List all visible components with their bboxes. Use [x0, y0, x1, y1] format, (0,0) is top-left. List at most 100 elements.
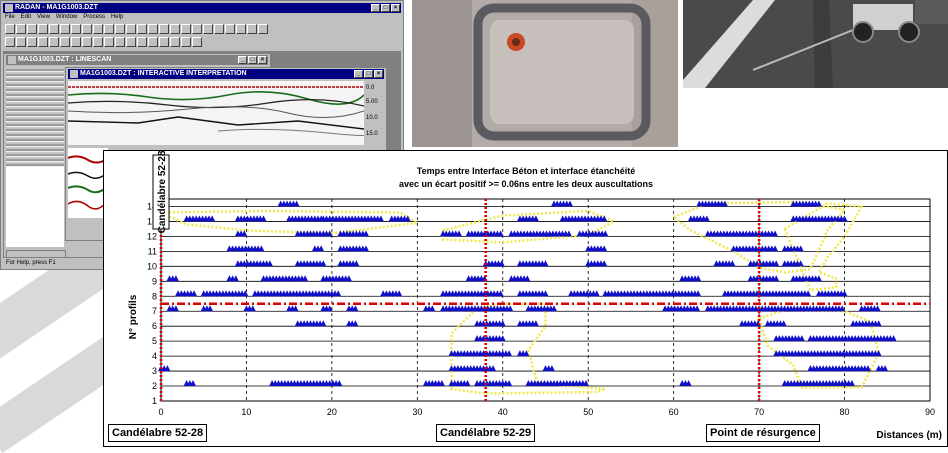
data-point [352, 320, 359, 327]
toolbar-button[interactable] [214, 24, 224, 34]
toolbar-button[interactable] [170, 24, 180, 34]
toolbar-button[interactable] [192, 37, 202, 47]
y-tick-label: 2 [152, 381, 157, 391]
x-tick-label: 40 [498, 407, 508, 417]
toolbar-button[interactable] [60, 37, 70, 47]
toolbar-button[interactable] [38, 24, 48, 34]
maximize-button[interactable]: □ [364, 70, 373, 78]
data-point [548, 365, 555, 372]
menu-item-help[interactable]: Help [110, 14, 124, 20]
minimize-button[interactable]: _ [354, 70, 363, 78]
toolbar-button[interactable] [5, 37, 15, 47]
data-point [326, 230, 333, 237]
menu-item-view[interactable]: View [37, 14, 50, 20]
toolbar-button[interactable] [104, 24, 114, 34]
doc-icon [70, 70, 78, 78]
maximize-button[interactable]: □ [248, 56, 257, 64]
toolbar-button[interactable] [16, 24, 26, 34]
toolbar-button[interactable] [71, 37, 81, 47]
maximize-button[interactable]: □ [381, 4, 390, 12]
toolbar-button[interactable] [137, 37, 147, 47]
x-tick-label: 20 [327, 407, 337, 417]
toolbar-2 [3, 37, 401, 49]
toolbar-button[interactable] [49, 37, 59, 47]
data-point [773, 260, 780, 267]
data-point [694, 305, 701, 312]
data-point [848, 380, 855, 386]
minimize-button[interactable]: _ [238, 56, 247, 64]
toolbar-button[interactable] [148, 24, 158, 34]
toolbar-button[interactable] [104, 37, 114, 47]
close-button[interactable]: × [258, 56, 267, 64]
toolbar-button[interactable] [181, 24, 191, 34]
toolbar-button[interactable] [27, 24, 37, 34]
x-tick-label: 80 [840, 407, 850, 417]
toolbar-button[interactable] [82, 24, 92, 34]
x-axis-label: Distances (m) [876, 430, 942, 441]
toolbar-button[interactable] [258, 24, 268, 34]
toolbar-button[interactable] [5, 24, 15, 34]
toolbar-button[interactable] [71, 24, 81, 34]
toolbar-button[interactable] [170, 37, 180, 47]
data-point [363, 245, 369, 252]
gpr-profile [68, 81, 364, 145]
toolbar-button[interactable] [225, 24, 235, 34]
toolbar-button[interactable] [115, 37, 125, 47]
data-point [875, 320, 882, 327]
toolbar-button[interactable] [192, 24, 202, 34]
toolbar-button[interactable] [247, 24, 257, 34]
data-point [797, 245, 804, 252]
toolbar-button[interactable] [93, 37, 103, 47]
vertical-label-box [152, 154, 170, 230]
toolbar-button[interactable] [159, 37, 169, 47]
data-point [506, 350, 513, 357]
toolbar-button[interactable] [236, 24, 246, 34]
toolbar-button[interactable] [126, 24, 136, 34]
data-point [302, 275, 309, 282]
y-tick-label: 14 [147, 201, 157, 211]
data-point [865, 365, 871, 372]
app-icon [5, 4, 13, 12]
linescan-lower [6, 167, 64, 247]
menu-item-edit[interactable]: Edit [20, 14, 32, 20]
linescan-titlebar[interactable]: MA1G1003.DZT : INTERACTIVE INTERPRETATIO… [6, 55, 268, 65]
toolbar-button[interactable] [181, 37, 191, 47]
minimize-button[interactable]: _ [371, 4, 380, 12]
data-point [404, 215, 411, 222]
toolbar-button[interactable] [203, 24, 213, 34]
data-point [815, 200, 822, 207]
menu-item-window[interactable]: Window [55, 14, 78, 20]
toolbar-button[interactable] [93, 24, 103, 34]
toolbar-button[interactable] [126, 37, 136, 47]
data-point [499, 320, 506, 327]
toolbar-button[interactable] [137, 24, 147, 34]
toolbar-button[interactable] [159, 24, 169, 34]
menu-item-file[interactable]: File [5, 14, 15, 20]
toolbar-button[interactable] [49, 24, 59, 34]
data-point [293, 200, 300, 207]
menu-item-process[interactable]: Process [83, 14, 105, 20]
data-point [542, 260, 549, 267]
data-point [542, 290, 549, 297]
x-tick-label: 0 [158, 407, 163, 417]
toolbar-button[interactable] [148, 37, 158, 47]
data-point [772, 230, 778, 237]
data-point [499, 335, 506, 342]
toolbar-button[interactable] [115, 24, 125, 34]
close-button[interactable]: × [374, 70, 383, 78]
x-tick-label: 30 [412, 407, 422, 417]
data-point [377, 215, 384, 222]
x-tick-label: 90 [925, 407, 935, 417]
toolbar-button[interactable] [38, 37, 48, 47]
close-button[interactable]: × [391, 4, 400, 12]
data-point [490, 365, 497, 372]
radan-titlebar[interactable]: RADAN - MA1G1003.DZT _ □ × [3, 3, 401, 13]
toolbar-button[interactable] [60, 24, 70, 34]
interpretation-titlebar[interactable]: MA1G1003.DZT : INTERACTIVE INTERPRETATIO… [68, 69, 384, 79]
toolbar-button[interactable] [82, 37, 92, 47]
data-point [497, 230, 504, 237]
toolbar-button[interactable] [27, 37, 37, 47]
data-point [497, 290, 504, 297]
toolbar-button[interactable] [16, 37, 26, 47]
y-tick-label: 13 [147, 216, 157, 226]
